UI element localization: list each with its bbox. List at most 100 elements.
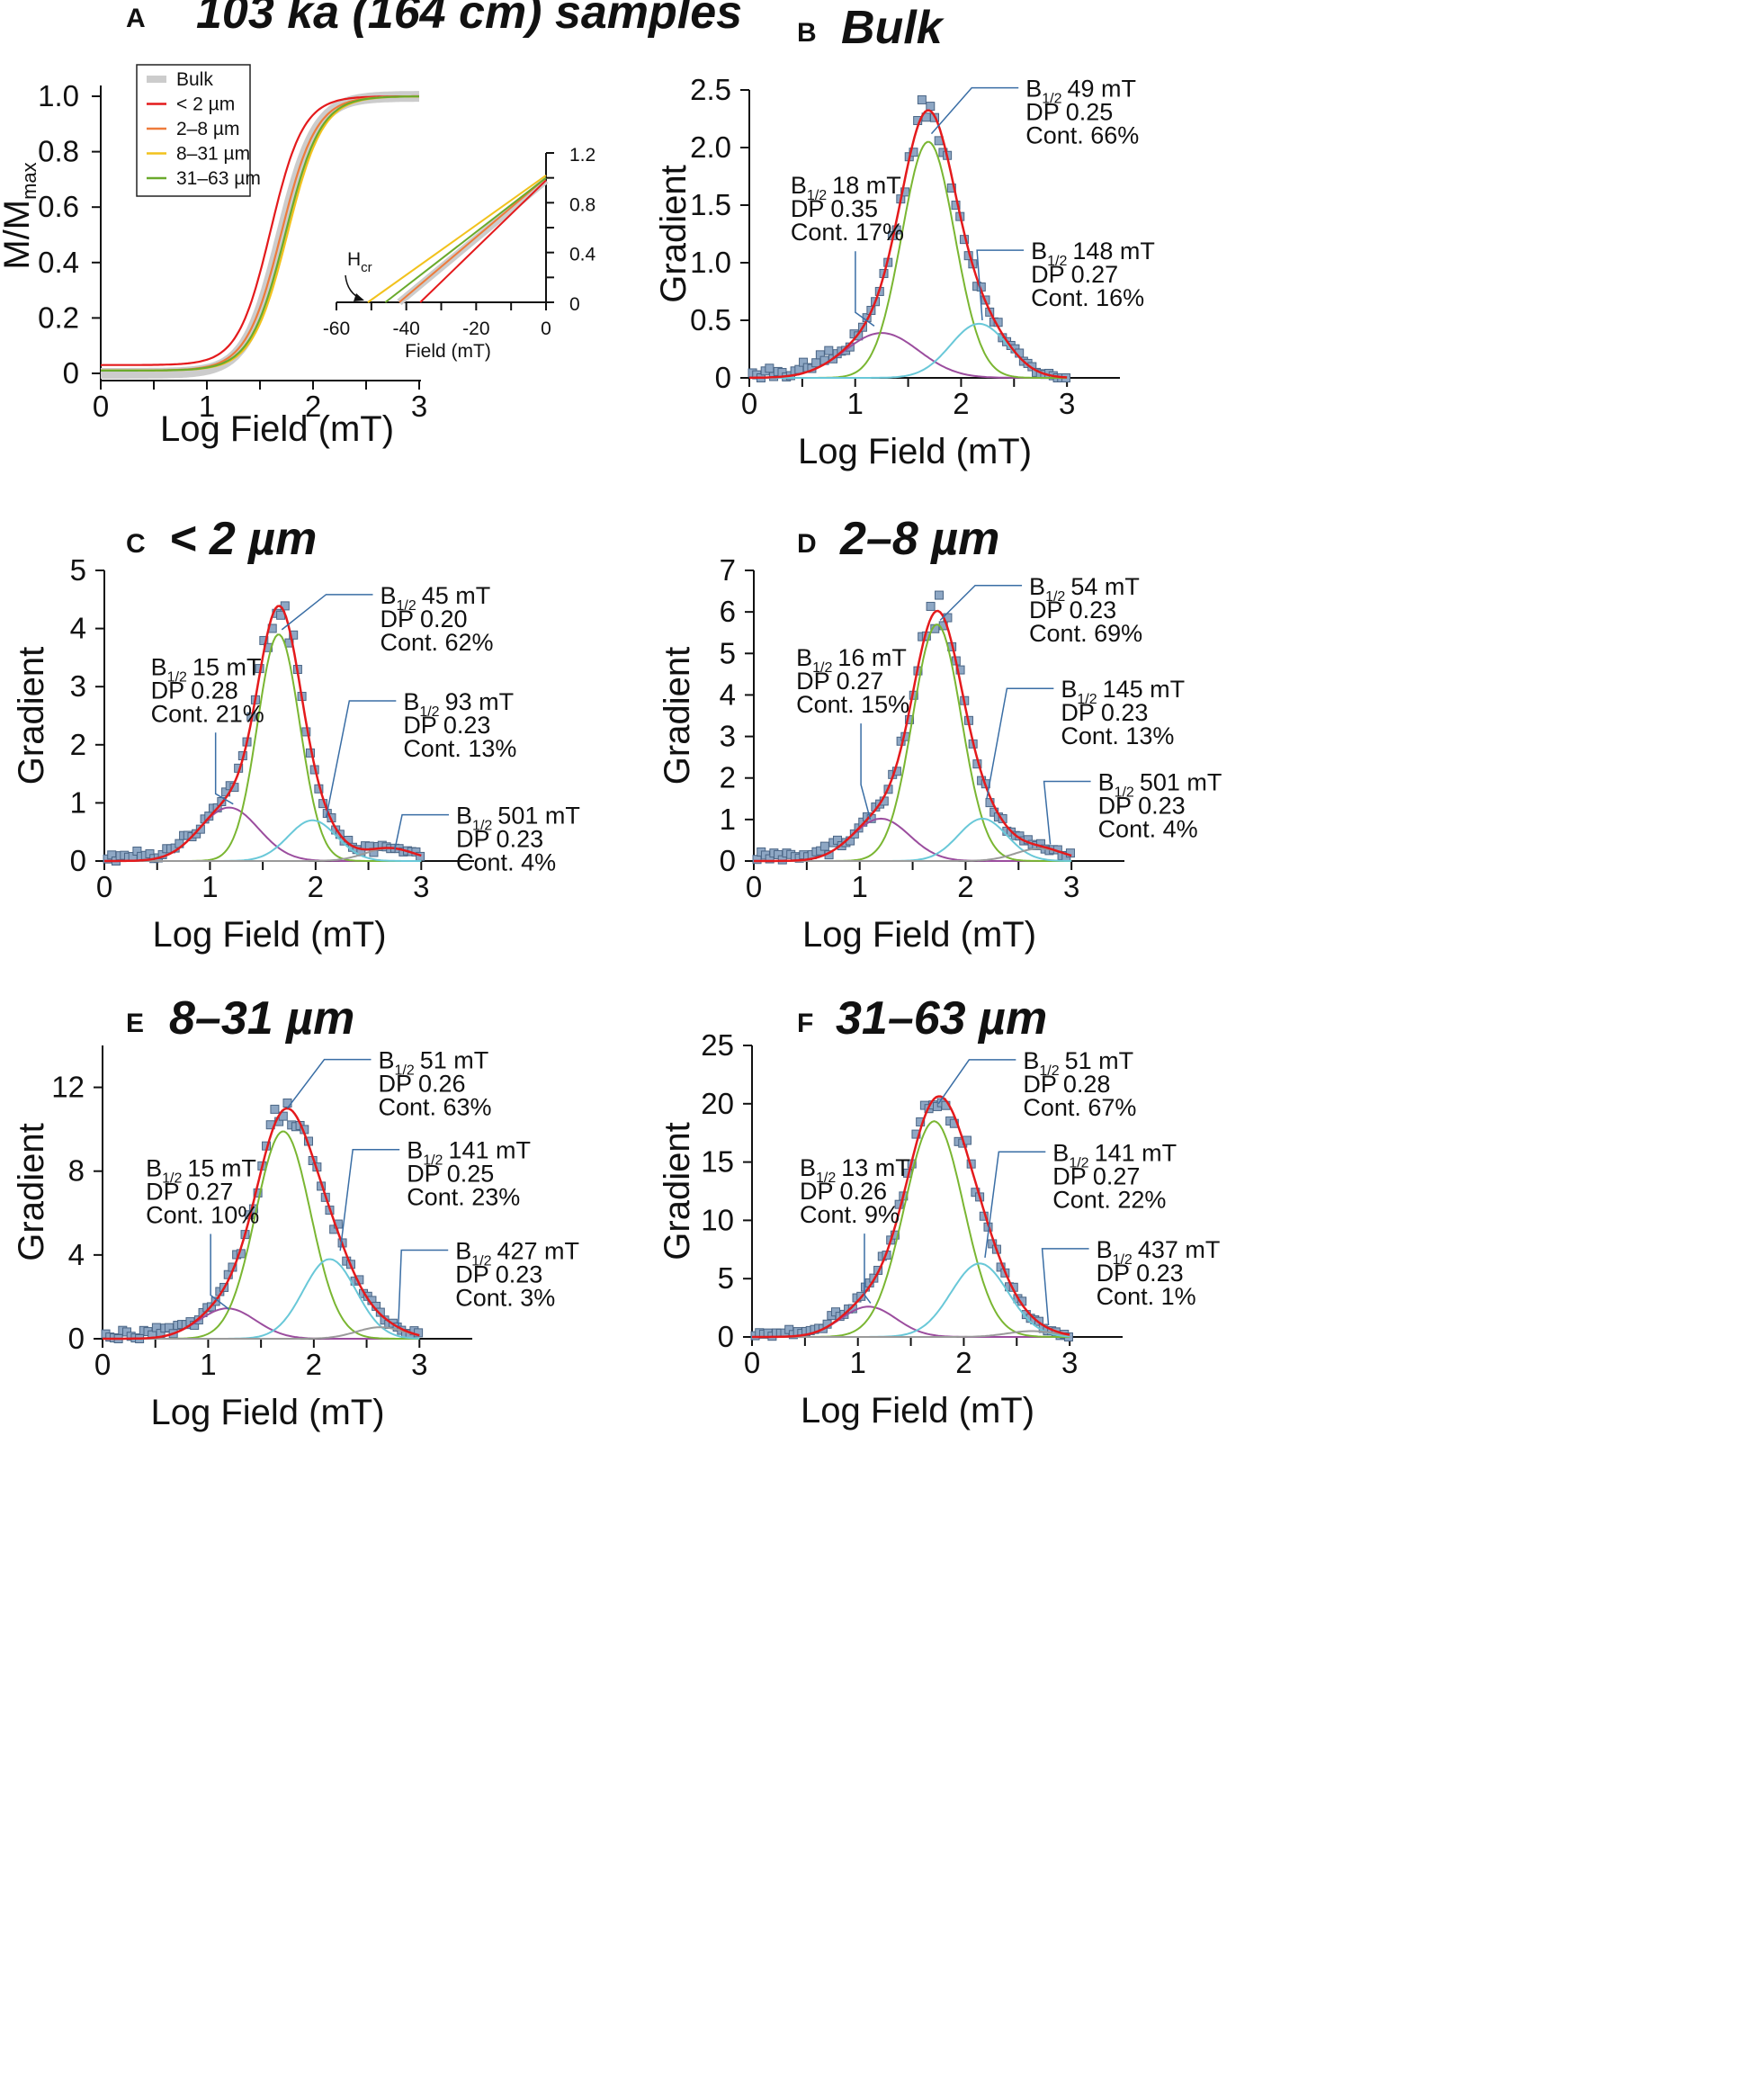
y-tick-label: 25 [701,1028,734,1062]
data-point [890,1230,900,1240]
annotation-b-half: B1/2 15 mT [151,653,262,685]
annotation-cont: Cont. 15% [796,691,909,718]
inset-series-line [419,179,547,303]
legend-label: Bulk [176,69,213,90]
inset-chart: -60 -40 -20 00 0.4 0.8 1.2 Field (mT) Hcr [323,145,596,362]
data-point [270,1104,280,1114]
y-axis-label: Gradient [658,647,697,785]
inset-y-tick-label: 0.8 [569,194,595,215]
annotation-leader [930,86,1019,135]
annotation-dp: DP 0.23 [403,712,490,739]
y-tick-label: 7 [720,553,736,587]
y-tick-label: 0.6 [38,190,79,223]
annotation-b-half: B1/2 16 mT [796,644,907,676]
x-tick-label: 0 [744,1346,760,1379]
annotation-b-half: B1/2 13 mT [800,1154,910,1186]
annotation-cont: Cont. 66% [1025,122,1139,149]
data-points [750,1098,1073,1341]
series-line [100,94,419,366]
annotation-leader [281,594,373,631]
annotation-b-half: B1/2 427 mT [455,1238,579,1269]
component-curve-vhigh [104,847,422,862]
x-tick-label: 3 [1063,870,1079,903]
y-tick-label: 1.5 [690,188,731,221]
annotation-leader [394,813,450,850]
annotation-cont: Cont. 13% [1061,722,1174,749]
inset-y-tick-label: 0.4 [569,245,596,265]
annotation-leader [1041,1248,1089,1326]
annotation-dp: DP 0.23 [1098,793,1186,820]
y-tick-label: 5 [720,636,736,669]
annotation-b-half: B1/2 501 mT [1098,769,1222,801]
annotation-leader [339,1148,400,1251]
data-point [811,358,821,368]
data-point [195,824,205,834]
annotation-dp: DP 0.27 [1031,261,1118,288]
annotation-dp: DP 0.26 [378,1071,465,1098]
annotation-dp: DP 0.23 [1029,597,1116,623]
annotation-dp: DP 0.35 [791,195,878,222]
annotation-leader [286,1058,372,1109]
data-point [935,590,944,600]
y-tick-label: 12 [51,1071,85,1104]
total-fit-curve [103,1107,420,1341]
annotation-cont: Cont. 22% [1052,1186,1166,1213]
x-tick-label: 2 [957,870,973,903]
panel-title: 8–31 µm [169,992,354,1045]
annotation-dp: DP 0.23 [456,826,543,853]
annotation-cont: Cont. 63% [378,1094,491,1121]
annotation-b-half: B1/2 15 mT [146,1155,256,1187]
inset-series-line [398,176,547,303]
x-tick-label: 3 [413,870,429,903]
y-tick-label: 2.0 [690,130,731,164]
inset-series-line [384,176,547,303]
x-tick-label: 2 [308,870,324,903]
x-tick-label: 1 [847,387,864,420]
x-tick-label: 3 [1059,387,1075,420]
y-tick-label: 8 [68,1154,85,1188]
annotation-b-half: B1/2 49 mT [1025,76,1136,107]
data-point [909,148,918,157]
inset-x-tick-label: -20 [462,318,489,339]
panel-letter: E [126,1009,144,1038]
annotation-dp: DP 0.25 [407,1161,494,1188]
annotation-leader [984,1151,1046,1258]
x-axis-label: Log Field (mT) [802,915,1036,955]
annotation-cont: Cont. 16% [1031,284,1144,311]
annotation-leader [864,1233,872,1304]
inset-x-tick-label: -40 [392,318,419,339]
data-point [998,813,1007,823]
x-tick-label: 2 [955,1346,972,1379]
inset-y-tick-label: 1.2 [569,145,595,166]
annotation-b-half: B1/2 51 mT [1023,1047,1133,1079]
x-axis-label: Log Field (mT) [798,432,1032,471]
data-point [951,201,961,211]
data-point [926,102,936,112]
annotation-cont: Cont. 1% [1097,1283,1196,1310]
annotation-leader [210,1233,230,1310]
panel-title: 103 ka (164 cm) samples [196,0,742,39]
inset-y-tick-label: 0 [569,294,580,315]
y-tick-label: 1 [70,785,86,819]
annotation-dp: DP 0.28 [151,677,238,704]
y-axis-label: Gradient [12,1123,51,1260]
annotation-leader [937,1059,1016,1105]
y-tick-label: 15 [701,1145,734,1179]
y-tick-label: 1.0 [38,79,79,112]
x-tick-label: 1 [201,870,218,903]
annotation-leader [860,723,872,821]
data-point [900,187,910,197]
data-point [819,841,829,851]
x-tick-label: 0 [741,387,757,420]
annotation-b-half: B1/2 45 mT [380,582,490,614]
panel-a: A 103 ka (164 cm) samples 0 1 2 3 0 0.2 0.4 0.6 0.… [0,0,742,449]
